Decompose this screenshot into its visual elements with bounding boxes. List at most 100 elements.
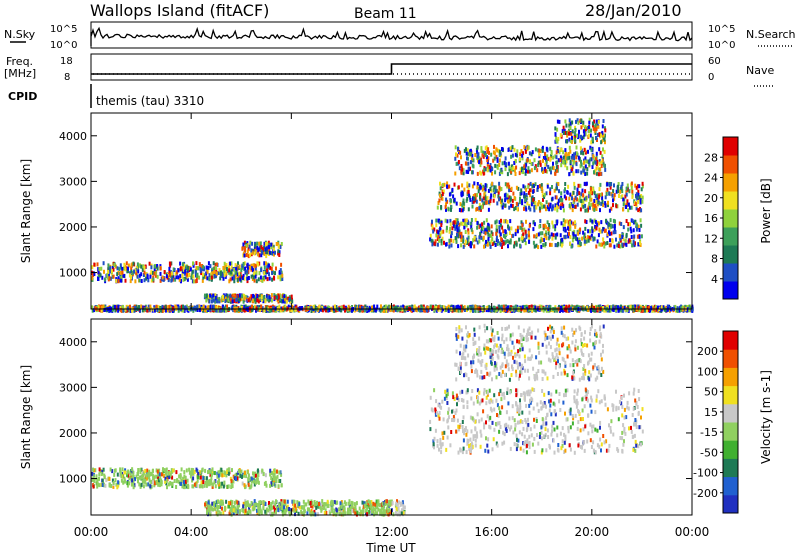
echo-cell [185, 265, 188, 270]
echo-cell [623, 305, 626, 310]
echo-cell [237, 261, 239, 266]
echo-cell [559, 158, 562, 163]
echo-cell [516, 207, 519, 212]
echo-cell [474, 306, 477, 310]
echo-cell [233, 267, 236, 272]
echo-cell [569, 121, 572, 126]
echo-cell [518, 171, 521, 176]
echo-cell [448, 184, 451, 189]
echo-cell [450, 243, 453, 248]
echo-cell [595, 207, 598, 211]
echo-cell [608, 230, 610, 235]
echo-cell [263, 265, 266, 270]
echo-cell [183, 271, 186, 276]
echo-cell [423, 308, 425, 313]
echo-cell [527, 190, 530, 195]
echo-cell [245, 474, 248, 479]
echo-cell [117, 480, 120, 485]
echo-cell [166, 475, 169, 480]
echo-cell [470, 225, 473, 230]
echo-cell [199, 266, 202, 271]
echo-cell [585, 196, 588, 201]
freq-panel [90, 53, 693, 81]
echo-cell [585, 220, 588, 224]
nave-label: Nave [746, 64, 774, 77]
echo-cell [162, 467, 164, 472]
echo-cell [250, 479, 253, 484]
echo-cell [247, 473, 250, 478]
echo-cell [157, 482, 160, 487]
echo-cell [556, 208, 559, 213]
echo-cell [595, 162, 598, 167]
echo-cell [593, 305, 596, 310]
echo-cell [484, 231, 487, 236]
echo-cell [448, 238, 451, 243]
echo-cell [459, 232, 462, 237]
echo-cell [189, 470, 192, 475]
echo-cell [111, 469, 114, 474]
echo-cell [440, 238, 443, 243]
echo-cell [535, 233, 538, 238]
echo-cell [191, 471, 194, 475]
echo-cell [601, 124, 604, 129]
echo-cell [458, 166, 461, 171]
echo-cell [179, 261, 182, 266]
echo-cell [461, 221, 464, 226]
echo-cell [493, 156, 496, 161]
freq-unit-label: [MHz] [4, 67, 36, 80]
echo-cell [291, 299, 294, 304]
colorbar-swatch [723, 245, 738, 264]
echo-cell [200, 480, 203, 485]
echo-cell [594, 308, 597, 313]
echo-cell [253, 271, 256, 276]
echo-cell [462, 168, 465, 173]
echo-cell [555, 155, 558, 160]
echo-cell [501, 245, 503, 249]
echo-cell [481, 204, 484, 209]
echo-cell [257, 299, 260, 304]
echo-cell [169, 305, 172, 310]
echo-cell [462, 218, 465, 223]
echo-cell [200, 271, 203, 276]
echo-cell [559, 306, 562, 311]
echo-cell [573, 156, 576, 160]
echo-cell [262, 249, 265, 254]
echo-cell [269, 468, 272, 473]
echo-cell [367, 308, 370, 313]
echo-cell [202, 272, 204, 277]
echo-cell [140, 482, 143, 487]
echo-cell [476, 154, 479, 159]
echo-cell [463, 225, 466, 230]
echo-cell [524, 185, 527, 190]
echo-cell [525, 207, 528, 212]
echo-cell [642, 306, 645, 311]
echo-cell [568, 231, 570, 236]
colorbar-swatch [723, 173, 738, 192]
echo-cell [259, 244, 262, 249]
nsky-label: N.Sky [4, 28, 36, 41]
echo-cell [247, 254, 250, 259]
echo-cell [123, 478, 126, 483]
echo-cell [105, 478, 108, 483]
echo-cell [227, 265, 230, 270]
echo-cell [241, 276, 244, 281]
echo-cell [508, 231, 511, 235]
echo-cell [615, 189, 618, 194]
echo-cell [245, 244, 248, 249]
echo-cell [482, 154, 485, 159]
echo-cell [98, 483, 101, 488]
echo-cell [438, 238, 441, 243]
echo-cell [226, 304, 228, 309]
echo-cell [444, 205, 447, 210]
echo-cell [587, 229, 590, 234]
echo-cell [638, 308, 641, 313]
echo-cell [595, 127, 598, 132]
echo-cell [287, 304, 290, 309]
echo-cell [91, 276, 93, 281]
echo-cell [587, 125, 590, 130]
echo-cell [559, 133, 562, 138]
echo-cell [150, 278, 153, 283]
echo-cell [557, 202, 560, 207]
colorbar-swatch [723, 227, 738, 246]
